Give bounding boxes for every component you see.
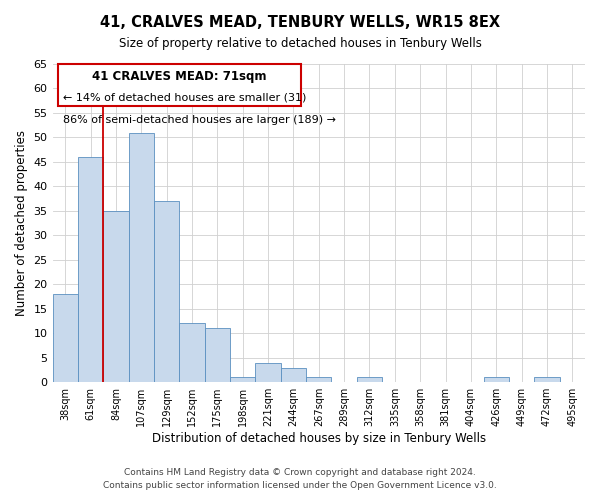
Bar <box>205 328 230 382</box>
Bar <box>256 362 281 382</box>
Text: 86% of semi-detached houses are larger (189) →: 86% of semi-detached houses are larger (… <box>63 115 336 125</box>
Bar <box>357 378 382 382</box>
Text: Contains HM Land Registry data © Crown copyright and database right 2024.
Contai: Contains HM Land Registry data © Crown c… <box>103 468 497 490</box>
Y-axis label: Number of detached properties: Number of detached properties <box>15 130 28 316</box>
Text: ← 14% of detached houses are smaller (31): ← 14% of detached houses are smaller (31… <box>63 92 307 102</box>
Text: 41, CRALVES MEAD, TENBURY WELLS, WR15 8EX: 41, CRALVES MEAD, TENBURY WELLS, WR15 8E… <box>100 15 500 30</box>
Bar <box>534 378 560 382</box>
Bar <box>78 157 103 382</box>
Text: Size of property relative to detached houses in Tenbury Wells: Size of property relative to detached ho… <box>119 38 481 51</box>
Bar <box>484 378 509 382</box>
Text: 41 CRALVES MEAD: 71sqm: 41 CRALVES MEAD: 71sqm <box>92 70 266 84</box>
Bar <box>154 201 179 382</box>
Bar <box>306 378 331 382</box>
Bar <box>103 211 128 382</box>
FancyBboxPatch shape <box>58 64 301 106</box>
X-axis label: Distribution of detached houses by size in Tenbury Wells: Distribution of detached houses by size … <box>152 432 486 445</box>
Bar <box>128 132 154 382</box>
Bar <box>53 294 78 382</box>
Bar <box>179 324 205 382</box>
Bar <box>230 378 256 382</box>
Bar <box>281 368 306 382</box>
